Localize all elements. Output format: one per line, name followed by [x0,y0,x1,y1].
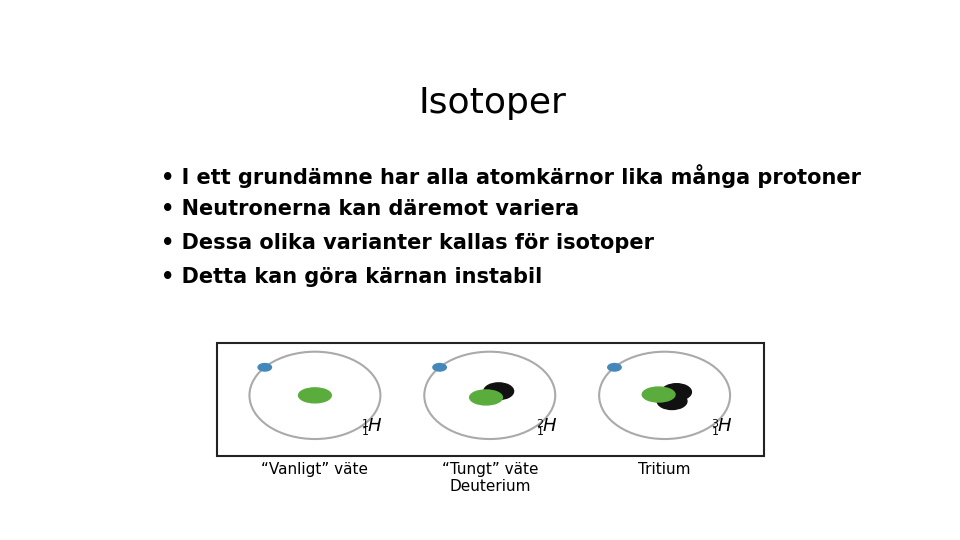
Text: 2: 2 [537,418,543,429]
Circle shape [258,363,272,371]
Text: “Vanligt” väte: “Vanligt” väte [261,462,369,477]
Circle shape [608,363,621,371]
Text: • Neutronerna kan däremot variera: • Neutronerna kan däremot variera [161,199,579,219]
Text: H: H [368,417,381,435]
Circle shape [484,383,514,400]
Text: 1: 1 [711,427,718,436]
Bar [217,343,763,456]
Ellipse shape [299,388,331,403]
Text: 1: 1 [362,427,369,436]
Ellipse shape [642,387,675,402]
Text: 1: 1 [362,418,369,429]
Text: • Dessa olika varianter kallas för isotoper: • Dessa olika varianter kallas för isoto… [161,233,654,253]
Circle shape [661,384,691,400]
Text: H: H [717,417,731,435]
Circle shape [658,393,687,409]
Text: 3: 3 [711,418,718,429]
Circle shape [433,363,446,371]
Text: 1: 1 [537,427,543,436]
Text: • Detta kan göra kärnan instabil: • Detta kan göra kärnan instabil [161,267,542,287]
Text: “Tungt” väte
Deuterium: “Tungt” väte Deuterium [442,462,538,494]
Text: • I ett grundämne har alla atomkärnor lika många protoner: • I ett grundämne har alla atomkärnor li… [161,165,861,188]
Text: Tritium: Tritium [638,462,691,477]
Ellipse shape [469,390,502,405]
Text: Isotoper: Isotoper [418,85,566,119]
Text: H: H [542,417,556,435]
